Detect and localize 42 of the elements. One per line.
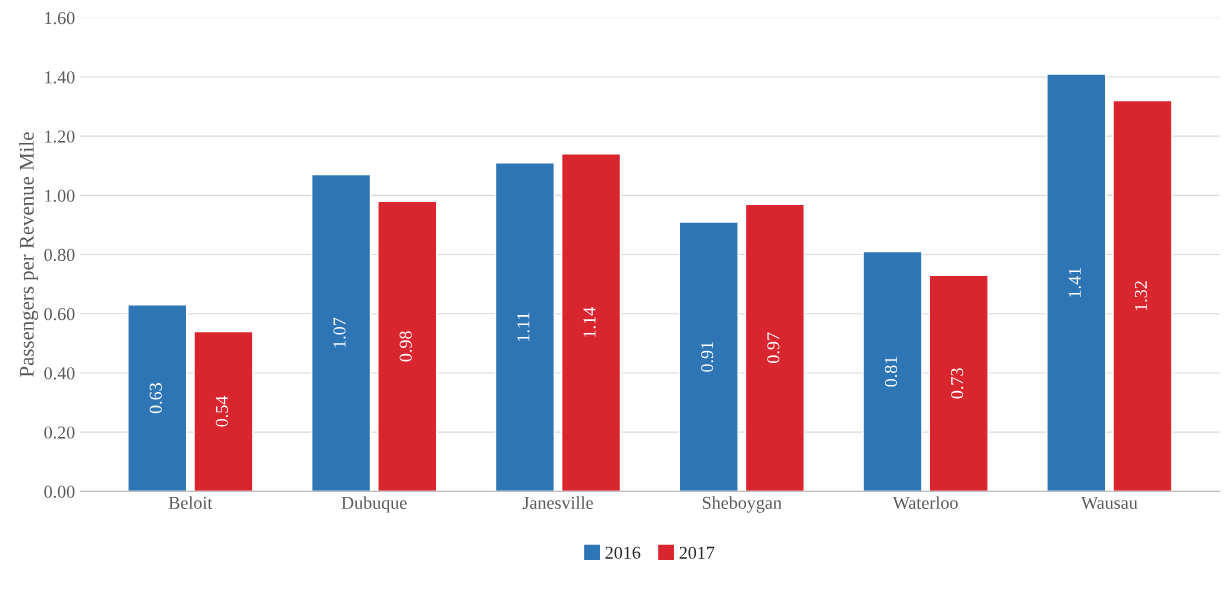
bar: [1112, 99, 1173, 492]
x-tick-label: Beloit: [168, 496, 213, 509]
data-label: 1.41: [1068, 267, 1081, 297]
legend-label: 2016: [605, 546, 641, 559]
y-axis-title: Passengers per Revenue Mile: [19, 132, 39, 377]
bar: [862, 250, 923, 492]
x-tick-label: Wausau: [1081, 496, 1138, 510]
x-tick-label: Waterloo: [892, 496, 958, 510]
bar: [678, 221, 739, 492]
bar: [928, 274, 989, 492]
legend-label: 2017: [679, 546, 715, 559]
bar: [1046, 73, 1107, 492]
x-tick-label: Dubuque: [341, 496, 407, 513]
bar: [494, 162, 555, 492]
bar: [744, 203, 805, 492]
bar: [377, 200, 438, 492]
data-label: 0.98: [399, 331, 412, 362]
y-tick-label: 0.40: [44, 367, 75, 380]
bar: [127, 304, 188, 492]
data-label: 0.73: [951, 368, 964, 399]
y-tick-label: 0.20: [44, 426, 75, 439]
data-label: 1.11: [517, 312, 530, 341]
data-label: 1.32: [1134, 281, 1148, 311]
data-label: 0.97: [767, 332, 780, 363]
bar: [310, 173, 372, 492]
y-tick-label: 1.00: [45, 189, 75, 202]
y-tick-label: 0.60: [44, 308, 75, 321]
data-label: 1.07: [333, 317, 346, 348]
y-tick-label: 0.00: [44, 485, 75, 498]
y-tick-label: 1.40: [45, 71, 75, 84]
y-tick-label: 1.20: [45, 130, 75, 143]
x-tick-label: Janesville: [522, 496, 593, 509]
data-label: 0.91: [701, 341, 714, 372]
data-label: 0.81: [884, 356, 898, 387]
y-tick-label: 1.60: [45, 12, 75, 25]
bar: [560, 153, 622, 492]
data-label: 0.63: [149, 383, 162, 414]
x-tick-label: Sheboygan: [702, 496, 782, 513]
data-label: 0.54: [215, 395, 229, 427]
y-tick-label: 0.80: [44, 248, 75, 262]
bar: [193, 330, 254, 492]
data-label: 1.14: [583, 307, 596, 337]
